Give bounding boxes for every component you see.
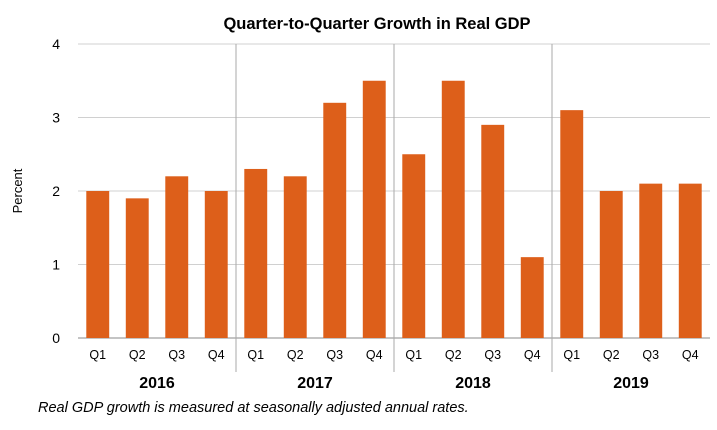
quarter-label: Q3	[484, 348, 501, 362]
bar-2019-Q1	[560, 110, 584, 339]
y-tick-label: 0	[52, 330, 60, 346]
quarter-label: Q4	[366, 348, 383, 362]
bar-2019-Q2	[599, 191, 623, 338]
footnote: Real GDP growth is measured at seasonall…	[38, 400, 469, 416]
bar-2017-Q1	[244, 168, 268, 338]
year-label: 2018	[455, 375, 491, 392]
y-tick-label: 3	[52, 110, 60, 126]
bar-2016-Q2	[125, 198, 149, 338]
bar-2017-Q2	[283, 176, 307, 338]
y-tick-label: 4	[52, 36, 60, 52]
year-label: 2017	[297, 375, 333, 392]
quarter-label: Q2	[445, 348, 462, 362]
bar-2018-Q2	[441, 80, 465, 338]
quarter-label: Q3	[168, 348, 185, 362]
quarter-label: Q2	[129, 348, 146, 362]
quarter-label: Q4	[208, 348, 225, 362]
bar-2016-Q1	[86, 191, 110, 338]
year-label: 2016	[139, 375, 175, 392]
y-tick-label: 1	[52, 257, 60, 273]
quarter-label: Q4	[524, 348, 541, 362]
bar-2019-Q4	[678, 183, 702, 338]
quarter-label: Q3	[326, 348, 343, 362]
quarter-label: Q4	[682, 348, 699, 362]
quarter-label: Q1	[89, 348, 106, 362]
quarter-label: Q1	[247, 348, 264, 362]
chart-title: Quarter-to-Quarter Growth in Real GDP	[223, 15, 530, 33]
quarter-label: Q1	[563, 348, 580, 362]
quarter-label: Q3	[642, 348, 659, 362]
bar-2017-Q4	[362, 80, 386, 338]
y-axis-label: Percent	[10, 168, 25, 213]
y-tick-label: 2	[52, 183, 60, 199]
bar-2019-Q3	[639, 183, 663, 338]
quarter-label: Q2	[287, 348, 304, 362]
bar-2018-Q1	[402, 154, 426, 338]
year-label: 2019	[613, 375, 649, 392]
quarter-label: Q2	[603, 348, 620, 362]
bar-2017-Q3	[323, 102, 347, 338]
bar-2018-Q3	[481, 124, 505, 338]
bar-2016-Q3	[165, 176, 189, 338]
bar-2016-Q4	[204, 191, 228, 338]
quarter-label: Q1	[405, 348, 422, 362]
bar-2018-Q4	[520, 257, 544, 338]
